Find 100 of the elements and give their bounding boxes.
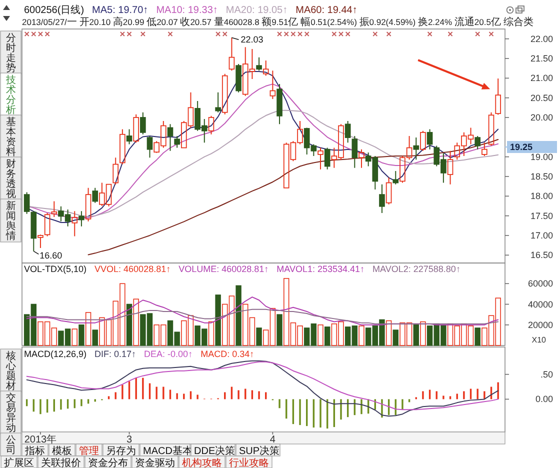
button: 管理 [76,444,102,457]
bar [386,320,392,346]
candlestick [146,135,153,158]
y-tick-label: 0.00 [535,394,553,404]
y-tick-label: 20000 [528,320,553,330]
y-tick-label: 22.00 [530,34,553,44]
candlestick [379,184,385,214]
bar [72,328,78,346]
candlestick [262,60,269,76]
series-label: DEA: -0.00↑ [144,349,193,359]
bar [358,326,364,346]
candlestick [72,210,78,237]
chart-title: VOL-TDX(5,10) [24,264,87,274]
tab: 技术分析 [0,72,22,116]
bar [92,330,98,346]
candlestick [256,56,262,72]
y-tick-label: 60000 [528,278,553,289]
tab: 公司 [0,432,22,456]
bar [133,298,139,346]
button: DDE决策 [190,444,236,457]
annotation: 16.60 [40,250,62,261]
candlestick [413,137,420,160]
candlestick [318,147,324,170]
y-tick-label: 21.00 [530,73,553,84]
candlestick [276,84,282,125]
bar [85,312,92,346]
tab: 基本资料 [0,114,22,158]
button: 指标 [22,444,48,457]
y-axis-title: X10 [532,336,547,344]
button: 模板 [48,444,76,457]
candlestick [38,234,44,249]
bar [392,330,398,346]
bar [78,324,84,346]
candlestick [270,70,276,100]
series-label: VVOL: 460028.81↑ [94,264,171,274]
y-tick-label: 16.50 [530,250,553,260]
candlestick [426,128,433,150]
candlestick [358,148,364,168]
bar [215,294,221,346]
line-series [26,308,499,324]
chart-title: 600256(日线) [24,4,84,16]
button: 资金分布 [84,456,132,468]
tab: 分时走势 [0,30,22,74]
tab: 交易异动 [0,390,22,434]
text: MA60: 19.44↑ [296,5,358,16]
bar [413,324,419,346]
chart-title: MACD(12,26,9) [24,349,87,359]
bar [318,324,324,346]
bar [276,314,282,346]
bar [474,328,480,346]
line-series [26,296,499,326]
candlestick [215,92,221,113]
text: MA20: 19.05↑ [226,5,288,16]
y-tick-label: 18.50 [530,171,553,182]
y-tick-label: 17.50 [530,210,553,221]
candlestick [392,170,399,185]
x-tick-label: 3 [126,434,132,446]
button: 机构攻略 [178,456,226,468]
y-tick-label: 21.50 [530,53,553,64]
text: 2013/05/27/一 开20.10 高20.99 低20.07 收20.57 量460028.8 额9.51亿 幅0.51(2.54%) 振0.92(4.59%) 换2.24% 流通20.5亿 综合类 [22,17,534,28]
text: MA5: 19.70↑ [92,5,148,16]
bar [126,304,132,346]
x-tick-label: 4 [270,434,276,446]
candlestick [112,157,119,185]
candlestick [126,128,132,145]
annotation: 22.03 [240,34,264,45]
candlestick [495,78,501,116]
bar [256,328,262,346]
x-tick-label: 2013年 [24,434,57,446]
text: MAVOL1: 253534.41↑ [276,264,365,274]
candlestick [352,135,358,168]
candlestick [167,124,174,152]
candlestick [30,210,37,252]
candlestick [482,142,488,157]
y-tick-label: 40000 [528,299,553,310]
button: 另存为 [102,444,140,457]
ref-line-label: 19.25 [510,142,533,152]
y-tick-label: 17.00 [530,230,553,240]
candlestick [78,210,84,227]
y-tick-label: .50 [540,369,553,380]
text: MAVOL2: 227588.80↑ [372,264,460,274]
y-tick-label: 18.00 [530,191,553,202]
bar [420,321,426,346]
candlestick [228,37,235,72]
button: SUP决策 [236,444,280,457]
series-label: DIF: 0.17↑ [94,349,136,359]
candlestick [85,187,92,222]
tab: 财务透视 [0,156,22,200]
button: 资金驱动 [132,456,178,468]
bar [208,321,214,346]
tab: 核心题材 [0,348,22,392]
candlestick [447,150,454,185]
bar [324,326,330,346]
button: 关联报价 [38,456,84,468]
text: MACD: 0.34↑ [200,349,254,359]
tab: 新闻舆情 [0,198,22,242]
y-tick-label: 20.00 [530,112,553,122]
annotation: VOLUME: 460028.81↑ [178,264,269,274]
y-tick-label: 20.50 [530,92,553,103]
text: MA10: 19.33↑ [156,5,218,16]
